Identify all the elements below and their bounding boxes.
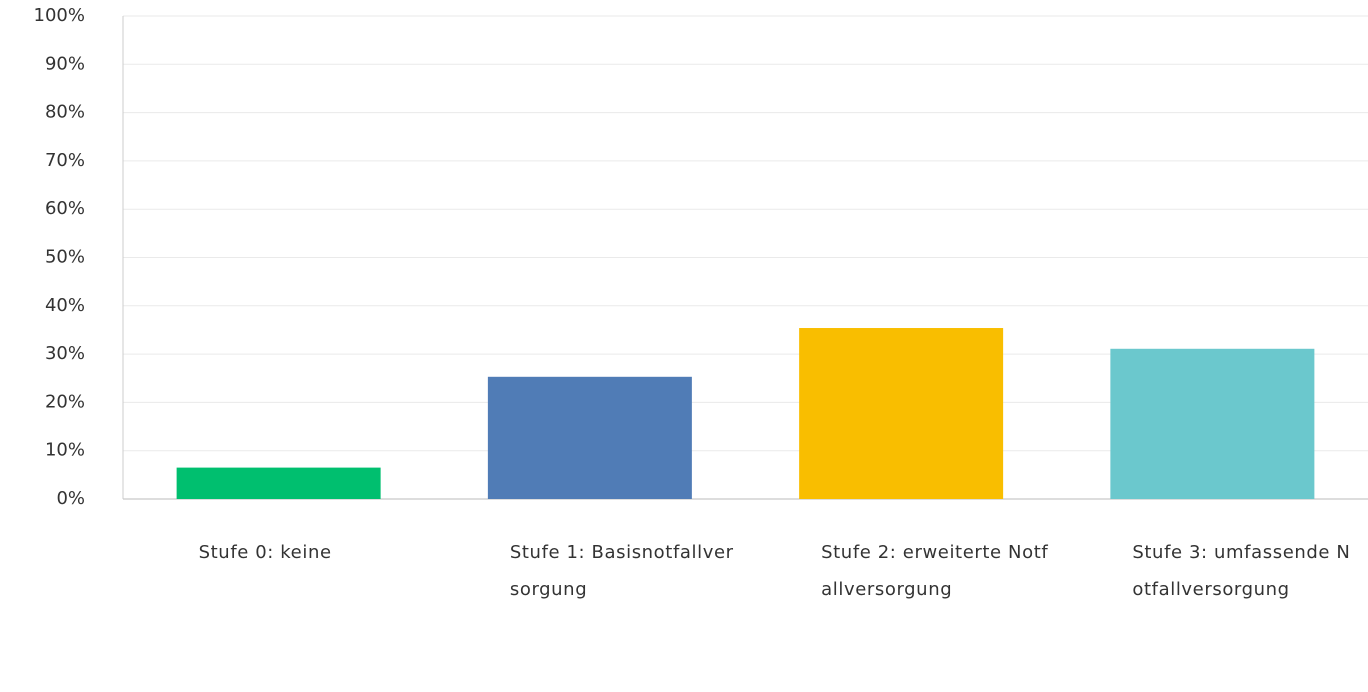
y-tick-label: 60%: [45, 198, 85, 219]
y-tick-label: 30%: [45, 343, 85, 364]
x-tick-label: Stufe 3: umfassende Notfallversorgung: [1132, 542, 1351, 600]
bar: [176, 467, 381, 499]
y-tick-label: 100%: [34, 5, 85, 26]
y-tick-label: 20%: [45, 391, 85, 412]
y-tick-label: 80%: [45, 102, 85, 123]
y-tick-label: 70%: [45, 150, 85, 171]
x-tick-label: Stufe 1: Basisnotfallversorgung: [509, 542, 734, 600]
x-tick-label: Stufe 2: erweiterte Notfallversorgung: [821, 542, 1049, 600]
bar: [799, 328, 1004, 499]
bar: [1110, 348, 1315, 499]
y-tick-label: 0%: [56, 488, 85, 509]
bar: [487, 376, 692, 499]
x-tick-label: Stufe 0: keine: [198, 542, 332, 563]
y-tick-label: 10%: [45, 440, 85, 461]
y-tick-label: 90%: [45, 53, 85, 74]
y-tick-label: 40%: [45, 295, 85, 316]
y-tick-label: 50%: [45, 247, 85, 268]
